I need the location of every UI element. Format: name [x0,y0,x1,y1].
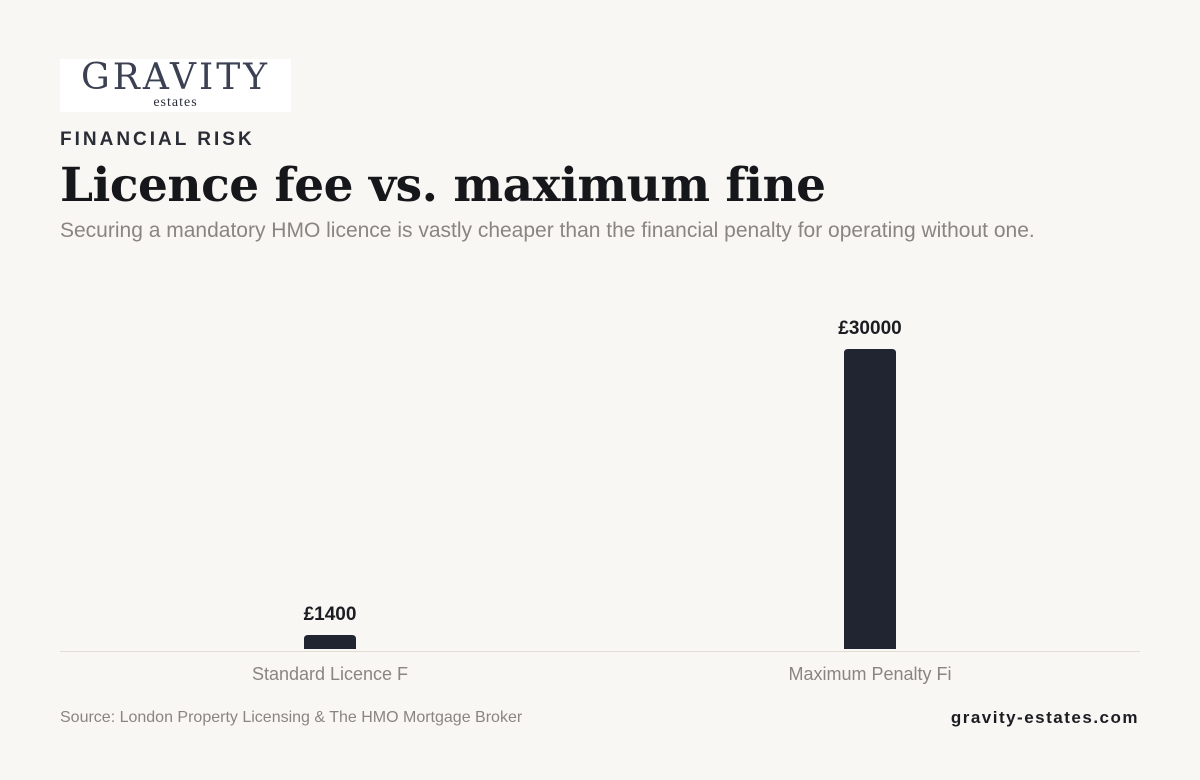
category-label-1: Standard Licence F [252,664,408,684]
category-label-2: Maximum Penalty Fi [788,664,951,684]
website-link[interactable]: gravity-estates.com [950,708,1139,727]
brand-logo: GRAVITY estates [60,59,291,112]
bar-2 [844,349,896,649]
logo-subtitle: estates [153,95,198,110]
bar-1 [304,635,356,649]
source-note: Source: London Property Licensing & The … [60,709,523,726]
bar-value-label-2: £30000 [838,318,901,339]
section-eyebrow: FINANCIAL RISK [60,129,255,150]
bar-value-label-1: £1400 [304,604,357,625]
page-subtitle: Securing a mandatory HMO licence is vast… [60,219,1035,242]
logo-wordmark: GRAVITY [80,57,271,98]
page-title: Licence fee vs. maximum fine [60,158,826,213]
